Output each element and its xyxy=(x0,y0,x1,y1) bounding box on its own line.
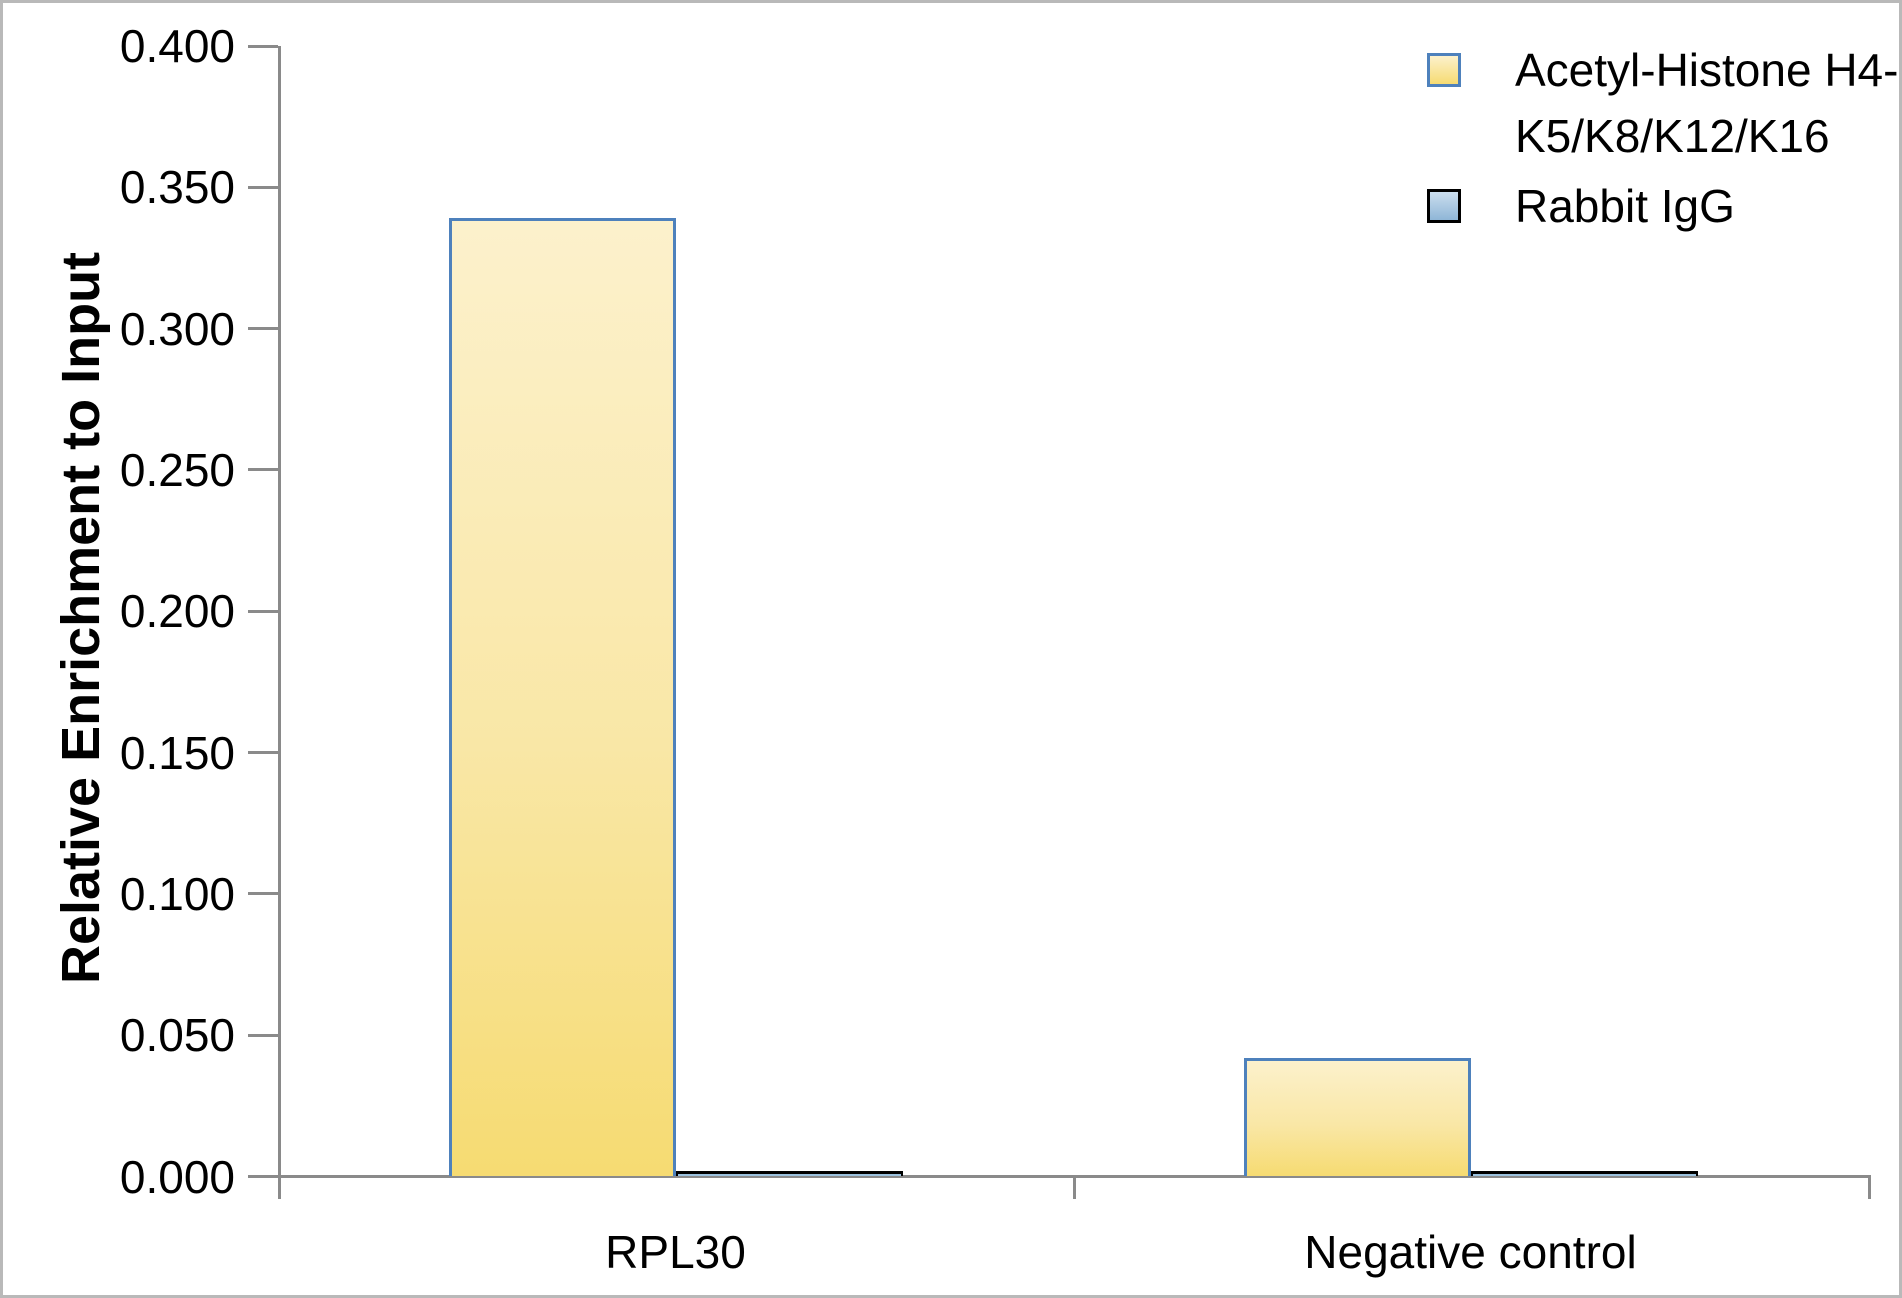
y-tick-mark xyxy=(248,327,278,331)
legend-label-line: Acetyl-Histone H4- xyxy=(1515,44,1899,96)
legend-label-acetyl-histone: Acetyl-Histone H4- K5/K8/K12/K16 xyxy=(1515,37,1898,169)
y-tick-label: 0.150 xyxy=(119,726,235,779)
y-tick-label: 0.350 xyxy=(119,161,235,214)
x-category-label: RPL30 xyxy=(605,1226,746,1278)
y-tick-label: 0.400 xyxy=(119,20,235,72)
bar-acetyl-histone-negative-control xyxy=(1243,1057,1471,1177)
y-tick-mark xyxy=(248,468,278,472)
y-tick-label: 0.300 xyxy=(119,302,235,355)
y-tick-label: 0.250 xyxy=(119,443,235,496)
bar-acetyl-histone-rpl30 xyxy=(448,218,676,1177)
y-tick-mark xyxy=(248,1033,278,1037)
y-axis-line xyxy=(278,46,281,1199)
y-tick-mark xyxy=(248,44,278,48)
y-tick-mark xyxy=(248,751,278,755)
x-category-label: Negative control xyxy=(1304,1226,1637,1278)
y-tick-label: 0.200 xyxy=(119,585,235,638)
legend-swatch-acetyl-histone xyxy=(1427,53,1461,87)
bar-rabbit-igg-rpl30 xyxy=(675,1170,903,1177)
legend-swatch-rabbit-igg xyxy=(1427,189,1461,223)
y-tick-label: 0.000 xyxy=(119,1150,235,1203)
bar-rabbit-igg-negative-control xyxy=(1470,1170,1698,1177)
x-axis-line xyxy=(248,1175,1871,1178)
legend: Acetyl-Histone H4- K5/K8/K12/K16 Rabbit … xyxy=(1411,33,1899,263)
legend-label-line: K5/K8/K12/K16 xyxy=(1515,110,1830,162)
y-tick-mark xyxy=(248,892,278,896)
y-tick-mark xyxy=(248,609,278,613)
x-axis-end-tick xyxy=(1868,1176,1871,1199)
x-axis-separator-tick xyxy=(1073,1176,1076,1199)
y-tick-label: 0.050 xyxy=(119,1009,235,1062)
legend-label-rabbit-igg: Rabbit IgG xyxy=(1515,180,1735,232)
y-tick-label: 0.100 xyxy=(119,867,235,920)
y-tick-mark xyxy=(248,185,278,189)
